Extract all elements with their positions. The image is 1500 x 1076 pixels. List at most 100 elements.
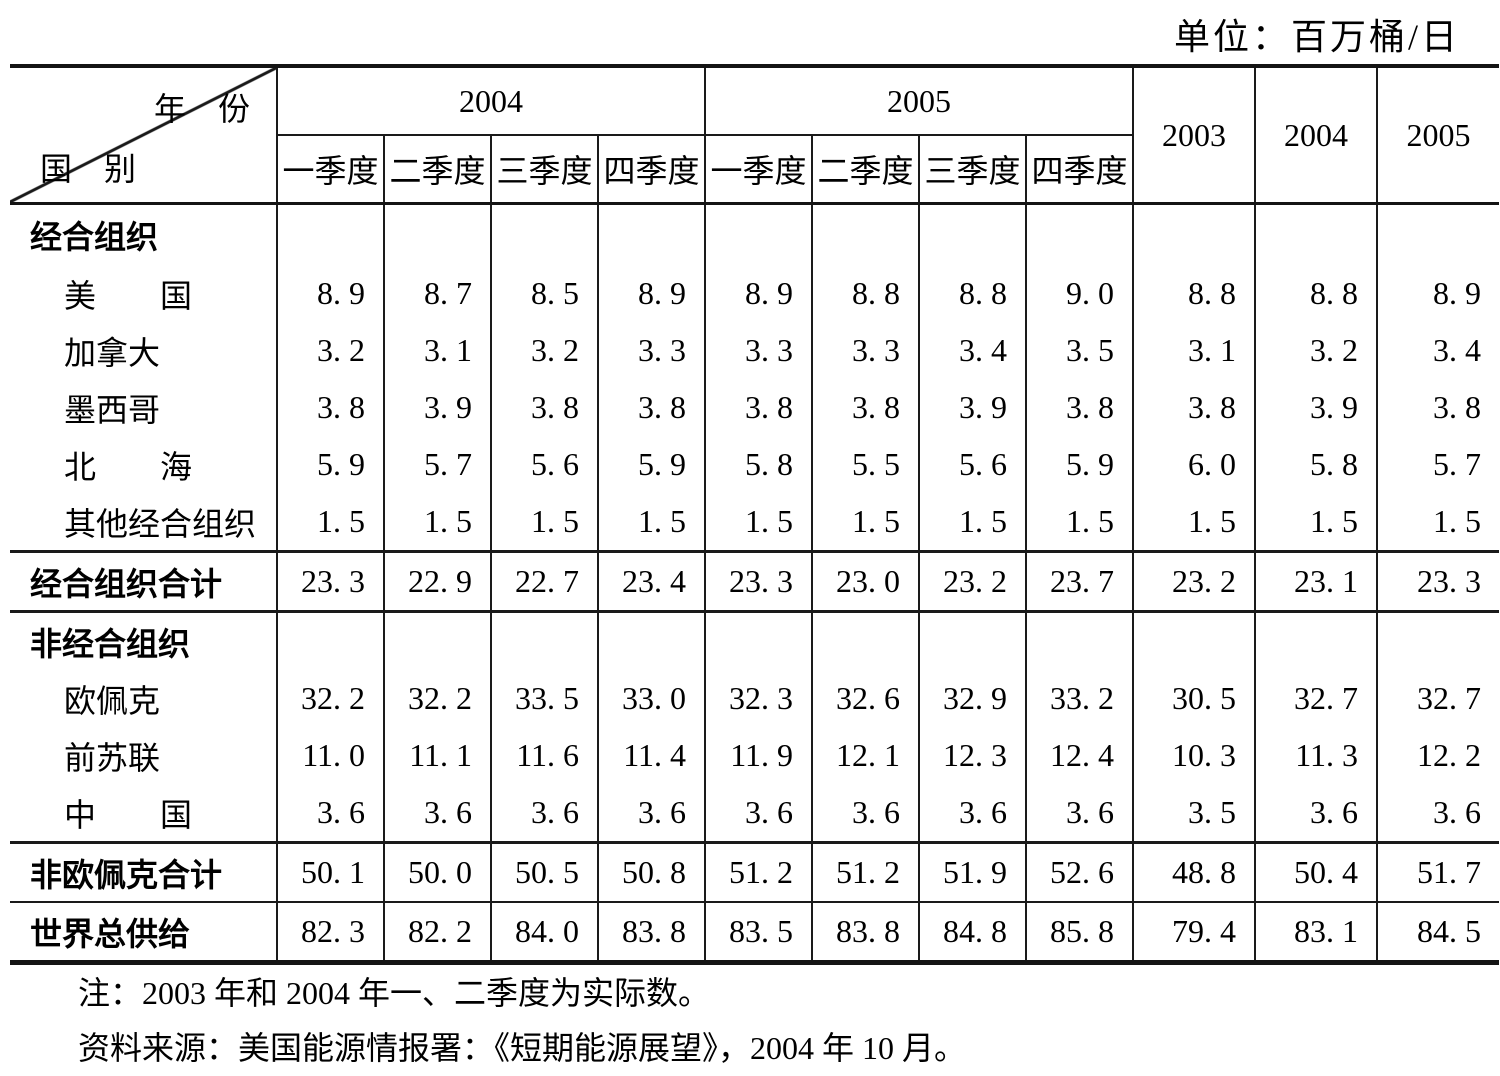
value-cell xyxy=(490,202,598,265)
row-label: 其他经合组织 xyxy=(64,505,257,542)
value-cell: 84. 0 xyxy=(490,901,598,963)
value-cell: 6. 0 xyxy=(1132,436,1255,493)
value-cell xyxy=(597,202,705,265)
value-cell xyxy=(918,610,1026,670)
value-cell: 1. 5 xyxy=(383,493,491,552)
corner-country-label: 国 别 xyxy=(40,151,137,187)
year-group-2004: 2004 xyxy=(276,66,705,136)
value-cell: 3. 9 xyxy=(918,379,1026,436)
value-cell: 10. 3 xyxy=(1132,727,1255,784)
value-cell: 1. 5 xyxy=(597,493,705,552)
value-cell: 3. 6 xyxy=(918,784,1026,843)
value-cell xyxy=(704,202,812,265)
value-cell xyxy=(1132,610,1255,670)
value-cell xyxy=(1254,202,1377,265)
value-cell: 8. 8 xyxy=(1132,265,1255,322)
value-cell: 3. 8 xyxy=(490,379,598,436)
value-cell: 1. 5 xyxy=(811,493,919,552)
row-label: 非经合组织 xyxy=(10,610,277,670)
row-label: 北 海 xyxy=(64,448,193,485)
value-cell: 11. 3 xyxy=(1254,727,1377,784)
value-cell: 11. 1 xyxy=(383,727,491,784)
value-cell: 32. 9 xyxy=(918,670,1026,727)
value-cell: 11. 4 xyxy=(597,727,705,784)
value-cell: 83. 8 xyxy=(811,901,919,963)
table-row: 欧佩克 32. 2 32. 2 33. 5 33. 0 32. 3 32. 6 32. 9 33… xyxy=(10,670,1499,727)
value-cell: 5. 9 xyxy=(276,436,384,493)
value-cell: 82. 2 xyxy=(383,901,491,963)
value-cell xyxy=(276,202,384,265)
value-cell: 23. 7 xyxy=(1025,550,1133,612)
value-cell xyxy=(1376,610,1499,670)
table-row: 前苏联 11. 0 11. 1 11. 6 11. 4 11. 9 12. 1 12. 3 12… xyxy=(10,727,1499,784)
value-cell xyxy=(383,610,491,670)
value-cell: 84. 8 xyxy=(918,901,1026,963)
row-label: 墨西哥 xyxy=(64,391,161,428)
quarter-header: 一季度 xyxy=(704,135,812,204)
value-cell: 22. 7 xyxy=(490,550,598,612)
value-cell: 5. 9 xyxy=(1025,436,1133,493)
value-cell: 32. 7 xyxy=(1254,670,1377,727)
value-cell xyxy=(1132,202,1255,265)
value-cell: 11. 6 xyxy=(490,727,598,784)
value-cell: 5. 8 xyxy=(704,436,812,493)
value-cell: 23. 2 xyxy=(1132,550,1255,612)
value-cell: 5. 8 xyxy=(1254,436,1377,493)
value-cell xyxy=(918,202,1026,265)
value-cell: 3. 8 xyxy=(1132,379,1255,436)
table-row: 非欧佩克合计 50. 1 50. 0 50. 5 50. 8 51. 2 51. 2 51. … xyxy=(10,841,1499,902)
value-cell: 3. 6 xyxy=(1025,784,1133,843)
value-cell: 3. 6 xyxy=(1376,784,1499,843)
row-label: 前苏联 xyxy=(64,739,161,776)
value-cell: 3. 9 xyxy=(1254,379,1377,436)
value-cell: 5. 5 xyxy=(811,436,919,493)
value-cell: 22. 9 xyxy=(383,550,491,612)
value-cell xyxy=(1376,202,1499,265)
value-cell xyxy=(383,202,491,265)
value-cell: 79. 4 xyxy=(1132,901,1255,963)
value-cell: 3. 1 xyxy=(1132,322,1255,379)
value-cell: 23. 3 xyxy=(1376,550,1499,612)
value-cell: 3. 9 xyxy=(383,379,491,436)
value-cell: 1. 5 xyxy=(276,493,384,552)
value-cell: 3. 6 xyxy=(811,784,919,843)
value-cell: 11. 9 xyxy=(704,727,812,784)
value-cell: 23. 2 xyxy=(918,550,1026,612)
value-cell: 32. 6 xyxy=(811,670,919,727)
value-cell: 33. 5 xyxy=(490,670,598,727)
value-cell: 48. 8 xyxy=(1132,841,1255,902)
value-cell xyxy=(1025,202,1133,265)
row-label: 欧佩克 xyxy=(64,682,161,719)
value-cell: 32. 7 xyxy=(1376,670,1499,727)
value-cell: 3. 3 xyxy=(704,322,812,379)
value-cell xyxy=(597,610,705,670)
value-cell: 23. 1 xyxy=(1254,550,1377,612)
value-cell: 3. 8 xyxy=(276,379,384,436)
value-cell: 32. 2 xyxy=(383,670,491,727)
value-cell: 51. 2 xyxy=(811,841,919,902)
value-cell xyxy=(1254,610,1377,670)
value-cell: 33. 0 xyxy=(597,670,705,727)
value-cell: 3. 8 xyxy=(811,379,919,436)
value-cell: 8. 8 xyxy=(811,265,919,322)
value-cell: 12. 1 xyxy=(811,727,919,784)
value-cell: 8. 8 xyxy=(1254,265,1377,322)
value-cell: 50. 8 xyxy=(597,841,705,902)
value-cell: 3. 2 xyxy=(490,322,598,379)
value-cell: 3. 8 xyxy=(1025,379,1133,436)
value-cell: 84. 5 xyxy=(1376,901,1499,963)
value-cell: 3. 8 xyxy=(1376,379,1499,436)
value-cell: 3. 5 xyxy=(1132,784,1255,843)
value-cell: 3. 3 xyxy=(597,322,705,379)
value-cell: 11. 0 xyxy=(276,727,384,784)
value-cell: 32. 3 xyxy=(704,670,812,727)
value-cell: 50. 0 xyxy=(383,841,491,902)
table-row: 非经合组织 xyxy=(10,610,1499,670)
value-cell: 32. 2 xyxy=(276,670,384,727)
value-cell: 1. 5 xyxy=(1254,493,1377,552)
value-cell: 3. 2 xyxy=(276,322,384,379)
value-cell: 3. 6 xyxy=(276,784,384,843)
